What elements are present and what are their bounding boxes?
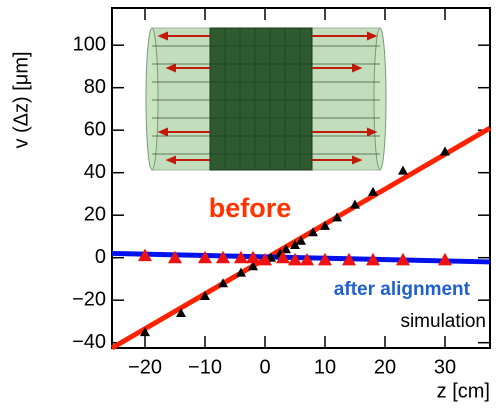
marker — [308, 227, 318, 237]
marker — [320, 220, 330, 230]
marker — [140, 327, 150, 337]
x-tick-label: −20 — [128, 356, 162, 378]
marker — [350, 199, 360, 209]
marker — [248, 261, 258, 271]
annotation: simulation — [400, 311, 486, 332]
x-tick-label: 30 — [434, 356, 456, 378]
marker — [236, 267, 246, 277]
marker — [176, 307, 186, 317]
x-tick-label: 0 — [259, 356, 270, 378]
x-tick-label: −10 — [188, 356, 222, 378]
marker — [234, 250, 248, 264]
series-label: after alignment — [334, 279, 471, 300]
y-tick-label: 0 — [95, 246, 106, 268]
marker — [216, 250, 230, 264]
marker — [438, 252, 452, 266]
marker — [200, 290, 210, 300]
y-axis-title: v (Δz) [μm] — [10, 51, 32, 148]
y-tick-label: 100 — [73, 33, 106, 55]
y-tick-label: 20 — [84, 203, 106, 225]
marker — [246, 250, 260, 264]
marker — [138, 248, 152, 262]
marker — [366, 252, 380, 266]
y-tick-label: 80 — [84, 76, 106, 98]
y-tick-label: 40 — [84, 161, 106, 183]
x-tick-label: 20 — [374, 356, 396, 378]
x-tick-label: 10 — [314, 356, 336, 378]
marker — [218, 278, 228, 288]
marker — [300, 252, 314, 266]
marker — [368, 186, 378, 196]
marker — [342, 252, 356, 266]
marker — [281, 244, 291, 254]
marker — [296, 235, 306, 245]
marker — [440, 146, 450, 156]
fit-line — [111, 250, 491, 265]
marker — [288, 252, 302, 266]
y-tick-label: −20 — [72, 288, 106, 310]
marker — [398, 165, 408, 175]
x-axis-title: z [cm] — [437, 380, 490, 402]
marker — [318, 252, 332, 266]
detector-inset — [145, 27, 387, 171]
y-tick-label: −40 — [72, 331, 106, 353]
marker — [290, 239, 300, 249]
series-label: before — [209, 193, 292, 223]
marker — [332, 212, 342, 222]
marker — [258, 252, 272, 266]
marker — [396, 252, 410, 266]
y-tick-label: 60 — [84, 118, 106, 140]
plot-frame — [111, 7, 491, 349]
marker — [276, 250, 290, 264]
marker — [168, 250, 182, 264]
marker — [198, 250, 212, 264]
